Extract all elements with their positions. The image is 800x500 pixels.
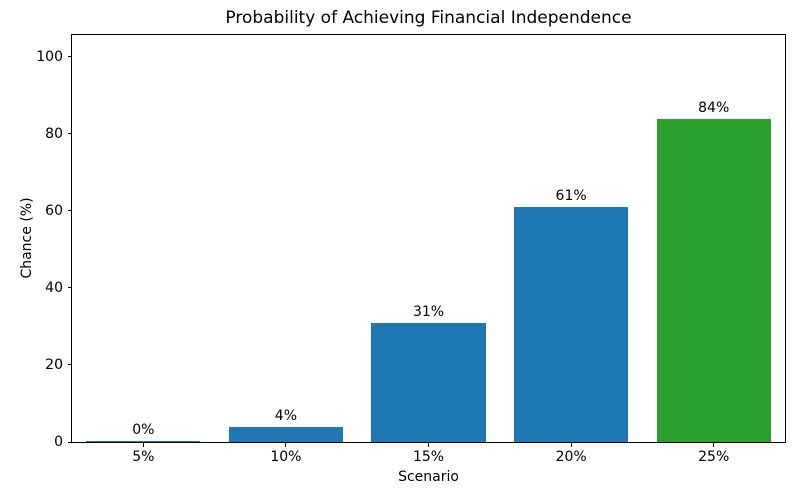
y-tick-mark (68, 364, 72, 366)
y-tick-label: 40 (45, 279, 63, 296)
y-tick-label: 100 (36, 48, 63, 65)
y-tick-mark (68, 210, 72, 212)
x-tick-mark (713, 443, 715, 447)
chart-title: Probability of Achieving Financial Indep… (225, 8, 632, 28)
y-tick-mark (68, 287, 72, 289)
bar-value-label-20pct: 61% (555, 188, 587, 205)
y-tick-label: 60 (45, 202, 63, 219)
x-tick-label-25pct: 25% (698, 449, 730, 465)
y-tick-mark (68, 56, 72, 58)
y-tick-mark (68, 133, 72, 135)
y-tick-mark (68, 441, 72, 443)
x-tick-mark (285, 443, 287, 447)
bar-value-label-15pct: 31% (412, 303, 445, 320)
x-tick-mark (428, 443, 429, 447)
bar-value-label-25pct: 84% (698, 99, 730, 116)
bar-15pct (371, 322, 486, 442)
x-tick-label-10pct: 10% (270, 449, 302, 465)
bar-value-label-10pct: 4% (274, 407, 297, 424)
x-tick-label-5pct: 5% (132, 449, 155, 465)
bar-5pct (86, 440, 201, 442)
bar-10pct (228, 426, 343, 442)
y-tick-label: 20 (45, 356, 63, 373)
plot-area: 0% 4% 31% 61% 84% (71, 34, 786, 443)
x-tick-label-15pct: 15% (412, 449, 445, 465)
y-tick-label: 0 (54, 434, 63, 450)
bar-value-label-5pct: 0% (132, 421, 155, 438)
bar-20pct (514, 207, 629, 442)
y-tick-label: 80 (45, 125, 63, 142)
x-tick-mark (570, 443, 572, 447)
x-tick-mark (142, 443, 144, 447)
bar-25pct (656, 118, 771, 442)
x-axis-label: Scenario (398, 469, 459, 485)
x-tick-label-20pct: 20% (555, 449, 587, 465)
